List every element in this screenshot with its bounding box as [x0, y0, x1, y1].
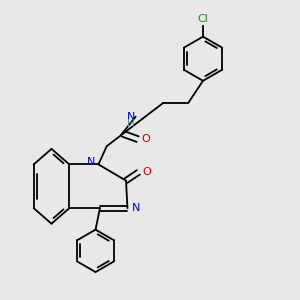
Text: N: N — [87, 157, 95, 167]
Text: H: H — [127, 119, 135, 129]
Text: O: O — [141, 134, 150, 144]
Text: Cl: Cl — [198, 14, 208, 24]
Text: O: O — [142, 167, 151, 177]
Text: N: N — [132, 203, 140, 213]
Text: N: N — [127, 112, 136, 122]
